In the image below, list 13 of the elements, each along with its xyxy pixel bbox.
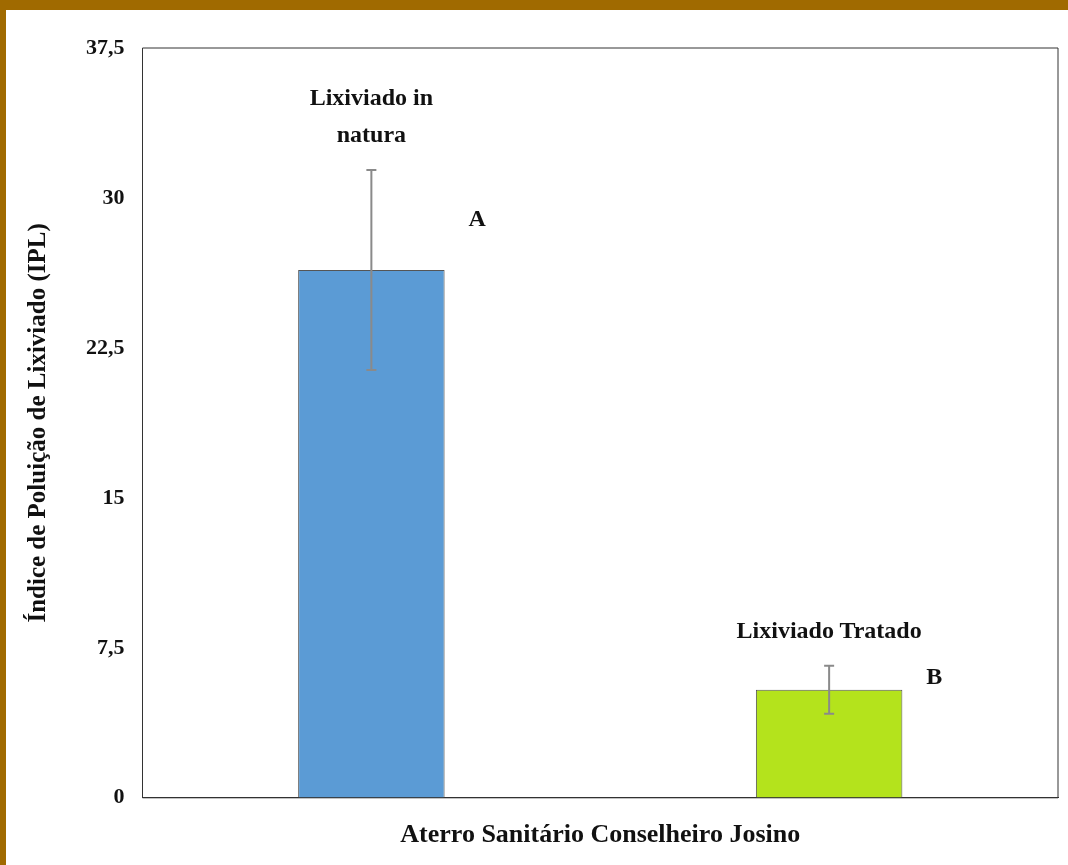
annotation: A: [468, 205, 487, 232]
y-tick-label: 15: [102, 483, 125, 509]
y-tick-label: 37,5: [86, 33, 125, 59]
y-tick-label: 30: [102, 183, 125, 209]
y-axis-title: Índice de Poluição de Lixiviado (IPL): [23, 223, 52, 623]
y-tick-label: 22,5: [86, 333, 125, 359]
x-tick-label: Lixiviado in natura: [309, 84, 434, 148]
x-tick-label: Lixiviado Tratado: [736, 617, 922, 644]
annotation: B: [926, 663, 943, 690]
x-axis-title: Aterro Sanitário Conselheiro Josino: [400, 819, 801, 849]
page-frame: Aterro Sanitário Conselheiro Josino Índice de Poluição de Lixiviado (IPL) 0 7,5 15 22,5 30 37,5 Lixiviado in natura Lixiviado Tratado A B: [6, 10, 1068, 865]
y-tick-label: 7,5: [97, 633, 125, 659]
y-tick-label: 0: [113, 783, 125, 809]
